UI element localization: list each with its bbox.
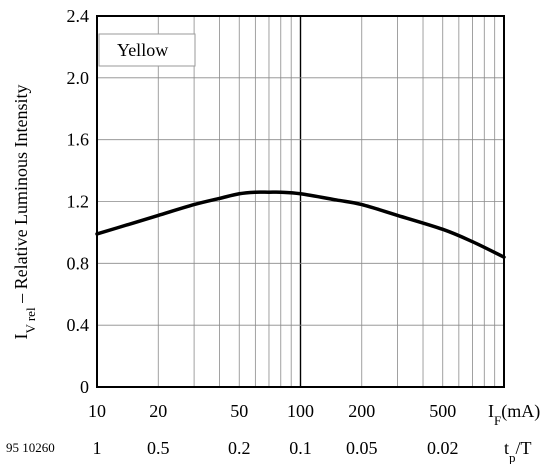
y-tick-label: 0	[80, 377, 89, 397]
plot-frame	[96, 15, 505, 388]
duty-unit-main: t	[504, 438, 509, 458]
x-tick-label: 10	[88, 401, 106, 421]
grid	[97, 16, 504, 387]
x-tick-label: 500	[429, 401, 456, 421]
x-tick-labels: 10 20 50 100 200 500	[88, 401, 456, 421]
y-tick-label: 0.8	[67, 253, 90, 273]
x-unit-main: I	[488, 401, 494, 421]
figure-id: 95 10260	[6, 440, 55, 455]
y-axis-label-sub: V rel	[23, 307, 38, 334]
duty-cycle-tick-label: 0.1	[289, 438, 312, 458]
duty-cycle-labels: 1 0.5 0.2 0.1 0.05 0.02	[93, 438, 459, 458]
x-unit-rest: (mA)	[501, 401, 540, 422]
duty-cycle-tick-label: 0.05	[346, 438, 378, 458]
y-tick-label: 1.6	[67, 130, 90, 150]
x-tick-label: 20	[149, 401, 167, 421]
y-axis-label-main: I	[11, 334, 31, 340]
y-axis-label-rest: – Relative Luminous Intensity	[11, 84, 31, 307]
duty-cycle-tick-label: 0.5	[147, 438, 170, 458]
series-line-yellow	[95, 190, 506, 259]
x-axis-unit-label: IF(mA)	[488, 401, 540, 428]
x-unit-sub: F	[494, 413, 501, 428]
legend-box	[98, 33, 196, 67]
y-tick-label: 2.0	[67, 68, 90, 88]
x-tick-label: 50	[230, 401, 248, 421]
y-tick-labels: 0 0.4 0.8 1.2 1.6 2.0 2.4	[67, 6, 90, 397]
x-tick-label: 200	[348, 401, 375, 421]
legend-entry-yellow: Yellow	[117, 40, 168, 60]
y-axis-label: IV rel – Relative Luminous Intensity	[11, 84, 38, 339]
y-tick-label: 1.2	[67, 192, 90, 212]
duty-cycle-tick-label: 0.2	[228, 438, 251, 458]
x-tick-label: 100	[287, 401, 314, 421]
y-tick-label: 2.4	[67, 6, 90, 26]
y-tick-label: 0.4	[67, 315, 90, 335]
duty-cycle-tick-label: 0.02	[427, 438, 459, 458]
duty-cycle-unit-label: tp/T	[504, 438, 532, 464]
duty-cycle-tick-label: 1	[93, 438, 102, 458]
duty-unit-rest: /T	[516, 438, 532, 458]
duty-unit-sub: p	[509, 450, 516, 464]
